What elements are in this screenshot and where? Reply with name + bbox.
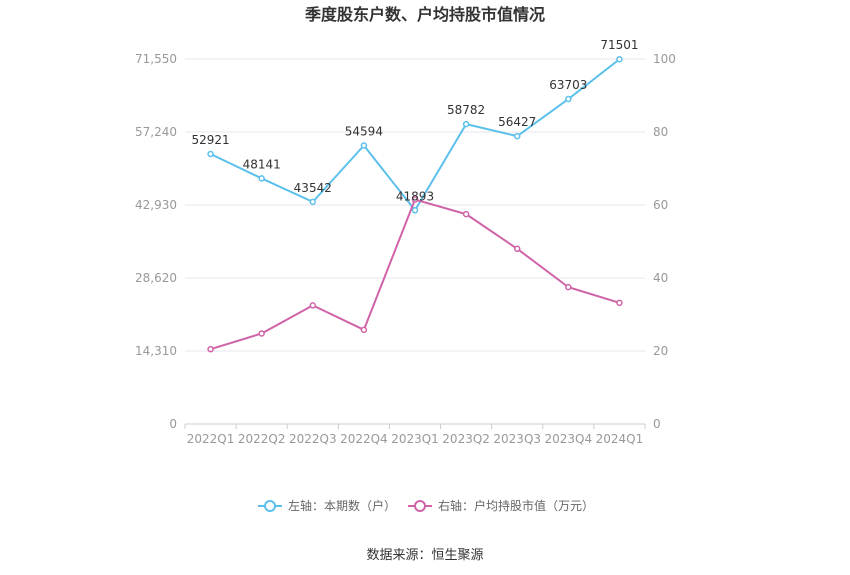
series-point-2 xyxy=(565,283,572,291)
y-right-tick-label: 0 xyxy=(653,417,661,431)
data-label: 56427 xyxy=(498,115,536,129)
series-point-2 xyxy=(207,345,214,353)
series-point-2 xyxy=(360,326,368,334)
legend-label: 左轴：本期数（户） xyxy=(288,498,396,513)
chart-title: 季度股东户数、户均持股市值情况 xyxy=(304,5,545,24)
series-point-1 xyxy=(462,120,470,128)
legend-circle-marker xyxy=(264,500,276,512)
legend-label: 右轴：户均持股市值（万元） xyxy=(438,498,594,513)
series-point-1 xyxy=(207,150,214,158)
series-point-2 xyxy=(258,330,265,337)
legend-item-2[interactable]: 右轴：户均持股市值（万元） xyxy=(408,498,594,513)
data-label: 41893 xyxy=(396,189,434,203)
data-label: 71501 xyxy=(600,38,638,52)
y-left-tick-label: 14,310 xyxy=(135,344,177,358)
data-source: 数据来源：恒生聚源 xyxy=(366,548,483,563)
series-point-2 xyxy=(462,210,470,218)
series-point-2 xyxy=(616,299,623,307)
series-point-1 xyxy=(309,198,317,206)
x-tick-label: 2022Q4 xyxy=(340,432,388,446)
data-labels: 52921 48141 43542 54594 41893 58782 56427 63703… xyxy=(191,38,638,203)
x-tick-label: 2022Q2 xyxy=(238,432,286,446)
data-label: 54594 xyxy=(345,124,383,138)
y-right-tick-label: 60 xyxy=(653,198,668,212)
series-point-2 xyxy=(411,196,419,203)
series-point-2 xyxy=(309,302,317,309)
y-left-tick-label: 57,240 xyxy=(135,125,177,139)
x-tick-label: 2022Q3 xyxy=(289,432,337,446)
x-tick-label: 2023Q4 xyxy=(545,432,593,446)
series-line-2 xyxy=(210,198,620,351)
axes: 0 14,310 28,620 42,930 57,240 71,550 0 20 40 60 80… xyxy=(135,52,676,446)
y-right-tick-label: 100 xyxy=(653,52,676,66)
y-left-tick-label: 0 xyxy=(169,417,177,431)
x-tick-label: 2023Q3 xyxy=(493,432,541,446)
legend-item-1[interactable]: 左轴：本期数（户） xyxy=(258,498,396,513)
series-point-1 xyxy=(565,95,572,103)
x-tick-label: 2024Q1 xyxy=(596,432,644,446)
series-point-1 xyxy=(411,207,419,214)
data-label: 63703 xyxy=(549,78,587,92)
legend: 左轴：本期数（户） 右轴：户均持股市值（万元） xyxy=(258,498,594,513)
y-left-tick-label: 71,550 xyxy=(135,52,177,66)
y-right-tick-label: 40 xyxy=(653,271,668,285)
x-tick-label: 2022Q1 xyxy=(187,432,235,446)
data-label: 48141 xyxy=(243,157,281,171)
y-right-tick-label: 20 xyxy=(653,344,668,358)
legend-circle-marker xyxy=(414,500,426,512)
data-label: 43542 xyxy=(294,181,332,195)
data-label: 58782 xyxy=(447,103,485,117)
y-left-tick-label: 42,930 xyxy=(135,198,177,212)
x-tick-label: 2023Q1 xyxy=(391,432,439,446)
data-label: 52921 xyxy=(191,133,229,147)
y-left-tick-label: 28,620 xyxy=(135,271,177,285)
series-point-2 xyxy=(513,245,521,253)
series-layer xyxy=(207,55,623,353)
y-right-tick-label: 80 xyxy=(653,125,668,139)
series-point-1 xyxy=(616,55,623,63)
series-point-1 xyxy=(513,132,521,140)
x-tick-label: 2023Q2 xyxy=(442,432,490,446)
series-point-1 xyxy=(360,142,368,149)
grid-lines xyxy=(185,58,645,352)
series-point-1 xyxy=(258,175,265,182)
